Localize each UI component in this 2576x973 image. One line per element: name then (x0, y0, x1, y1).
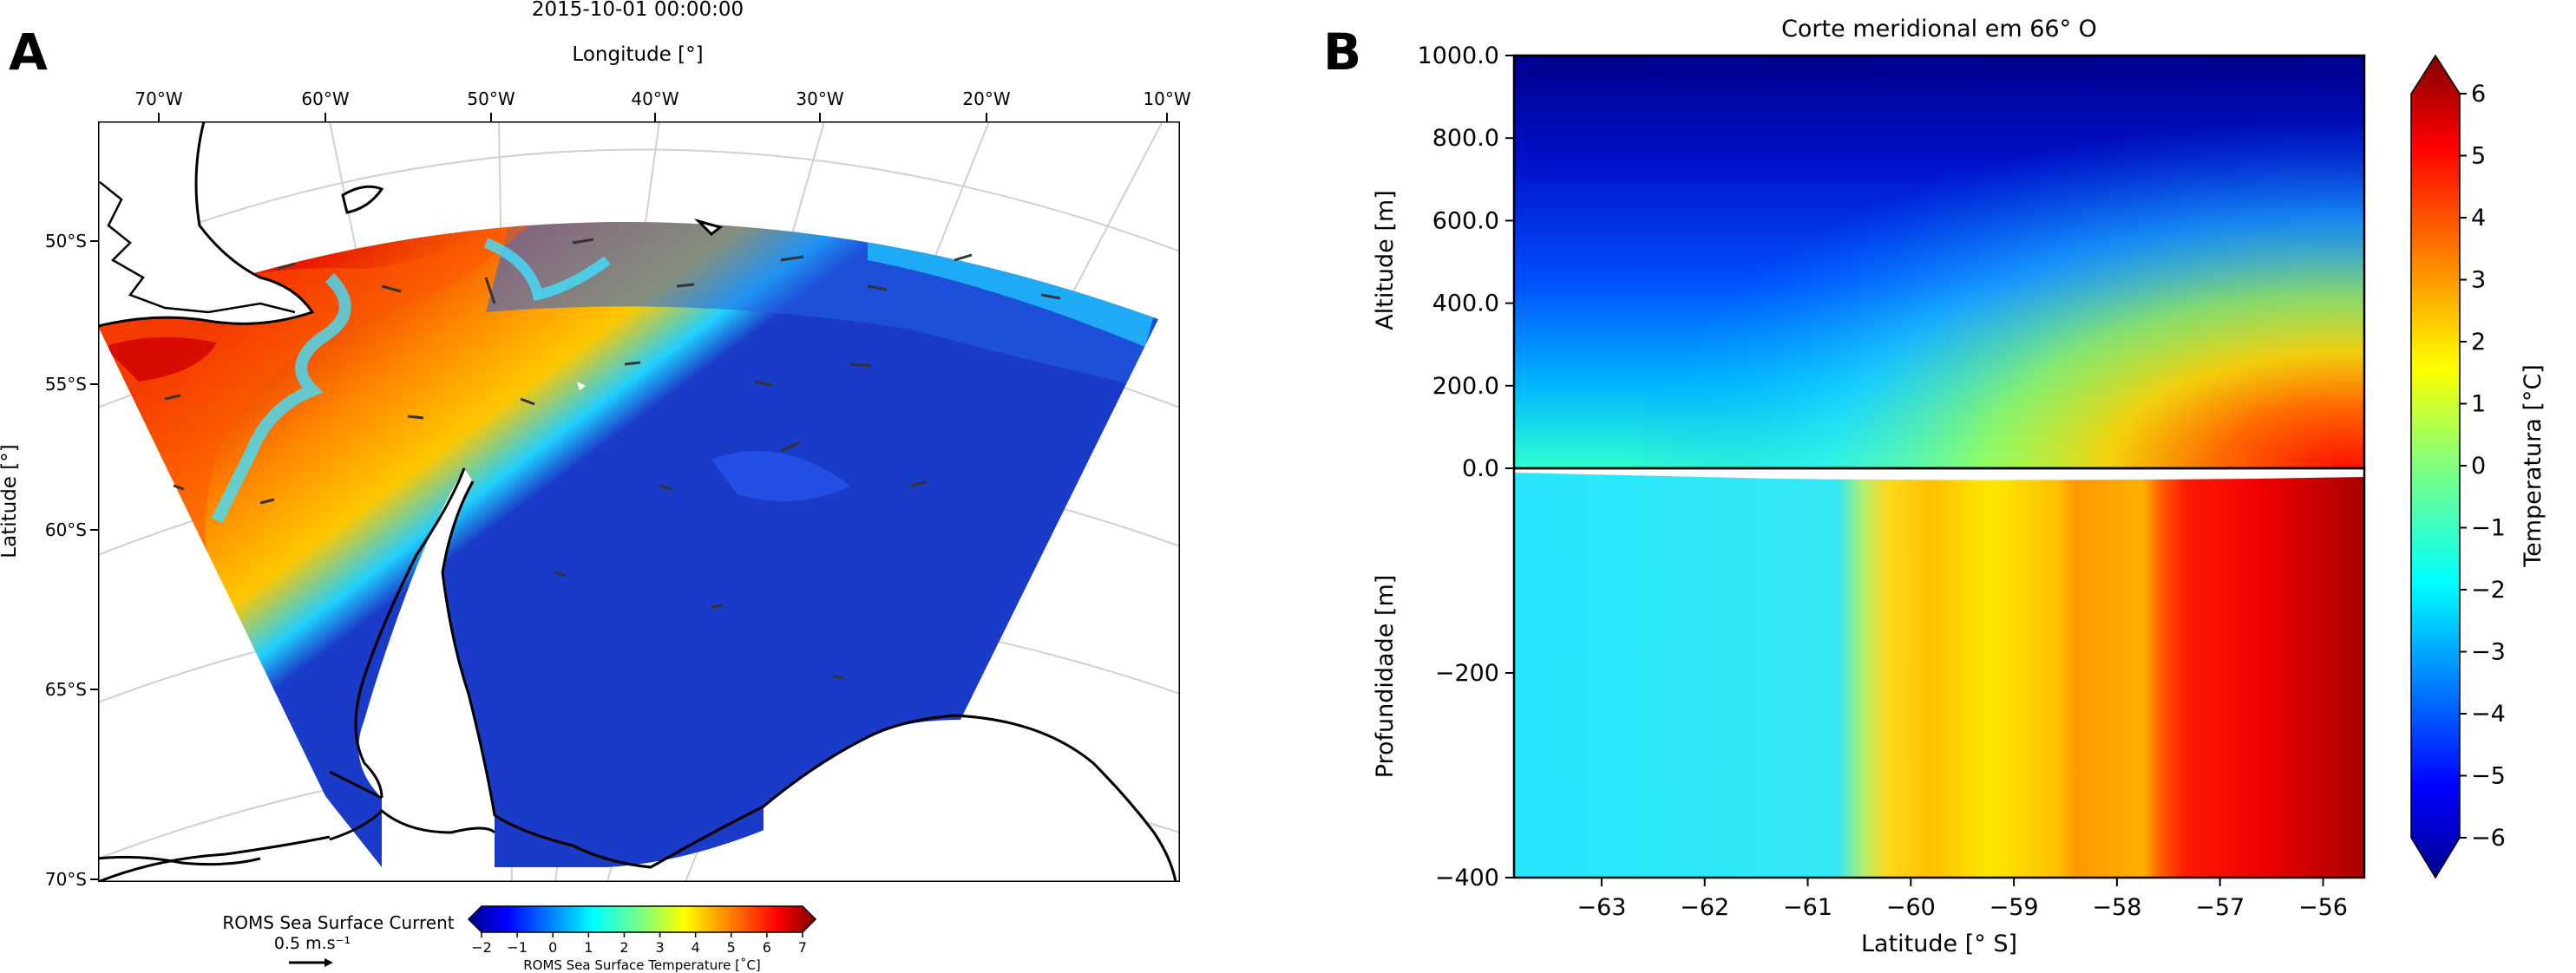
map-lat-tick-label: 60°S (45, 519, 87, 540)
panel-a-ylabel: Latitude [°] (0, 444, 21, 558)
b-x-tick-label: −61 (1783, 894, 1832, 921)
colorbar-b-tick-label: 2 (2471, 329, 2486, 356)
colorbar-a-tick-label: −2 (471, 939, 492, 956)
b-x-tick-label: −57 (2195, 894, 2245, 921)
colorbar-b-tick-label: −4 (2471, 701, 2506, 728)
panel-b-upper-ticks: 0.0 200.0 400.0 600.0 800.0 1000.0 (1418, 42, 1514, 482)
upper-y-tick-label: 400.0 (1432, 291, 1499, 317)
map-lat-tick-label: 70°S (45, 869, 87, 890)
b-x-tick-label: −58 (2092, 894, 2141, 921)
lower-y-tick-label: −200 (1435, 660, 1499, 687)
colorbar-a-tick-label: 4 (692, 939, 700, 956)
colorbar-b-tick-label: −2 (2471, 577, 2506, 604)
panel-a-top-ticks: 70°W 60°W 50°W 40°W 30°W 20°W 10°W (134, 88, 1191, 121)
quiver-key-value: 0.5 m.s⁻¹ (274, 934, 351, 953)
panel-b-label: B (1323, 23, 1361, 82)
colorbar-b-tick-label: 3 (2471, 267, 2486, 294)
panel-a-label: A (9, 23, 48, 82)
panel-a-timestamp: 2015-10-01 00:00:00 (532, 0, 744, 21)
upper-y-tick-label: 1000.0 (1418, 42, 1499, 69)
colorbar-b-tick-label: 5 (2471, 143, 2486, 170)
panel-b-x-ticks: −63 −62 −61 −60 −59 −58 −57 −56 (1576, 878, 2348, 921)
colorbar-a-tick-label: 1 (584, 939, 593, 956)
panel-a-xlabel: Longitude [°] (572, 43, 703, 66)
colorbar-b-tick-label: 6 (2471, 81, 2486, 108)
panel-b-colorbar-label: Temperatura [°C] (2520, 364, 2547, 568)
falklands-land (341, 185, 384, 214)
colorbar-b-tick-label: −6 (2471, 825, 2506, 852)
map-lon-tick-label: 50°W (467, 88, 515, 109)
south-america-land (98, 121, 315, 328)
map-lon-tick-label: 10°W (1143, 88, 1190, 109)
b-x-tick-label: −56 (2298, 894, 2348, 921)
panel-a-colorbar: ROMS Sea Surface Temperature [˚C] −2 −1 0 1… (467, 905, 817, 973)
map-lon-tick-label: 70°W (134, 88, 182, 109)
colorbar-a-tick-label: 0 (548, 939, 557, 956)
colorbar-a-tick-label: 3 (655, 939, 664, 956)
panel-b: B Corte meridional em 66° O Altitude [m]… (1323, 16, 2547, 957)
b-x-tick-label: −60 (1886, 894, 1936, 921)
colorbar-a-tick-label: 6 (763, 939, 771, 956)
lower-y-tick-label: −400 (1435, 865, 1499, 891)
panel-b-colorbar: Temperatura [°C] 6 5 4 3 2 1 0 −1 −2 −3 −4 −5 −6 (2410, 54, 2547, 879)
sst-field (98, 221, 1158, 867)
map-lat-tick-label: 55°S (45, 374, 87, 395)
b-x-tick-label: −62 (1680, 894, 1729, 921)
map-lat-tick-label: 65°S (45, 679, 87, 700)
map-lon-tick-label: 30°W (796, 88, 843, 109)
colorbar-b-tick-label: −5 (2471, 763, 2506, 790)
panel-a: A 2015-10-01 00:00:00 Longitude [°] Lati… (0, 0, 1191, 973)
panel-b-upper: Altitude [m] 0.0 200.0 400.0 600.0 800.0 1000… (1372, 42, 2366, 482)
upper-y-tick-label: 800.0 (1432, 125, 1499, 152)
panel-a-colorbar-label: ROMS Sea Surface Temperature [˚C] (523, 957, 761, 973)
map-lat-tick-label: 50°S (45, 231, 87, 251)
current-vectors (164, 238, 1061, 680)
panel-b-upper-ylabel: Altitude [m] (1372, 190, 1399, 330)
upper-y-tick-label: 600.0 (1432, 207, 1499, 234)
colorbar-a-tick-label: −1 (507, 939, 528, 956)
panel-a-left-ticks: 50°S 55°S 60°S 65°S 70°S (45, 231, 98, 890)
quiver-key-label: ROMS Sea Surface Current (222, 912, 454, 933)
map-lon-tick-label: 20°W (962, 88, 1010, 109)
colorbar-a-tick-label: 2 (619, 939, 628, 956)
quiver-key: ROMS Sea Surface Current 0.5 m.s⁻¹ (222, 912, 455, 967)
upper-y-tick-label: 0.0 (1462, 455, 1499, 482)
map-lon-tick-label: 40°W (631, 88, 678, 109)
map-lon-tick-label: 60°W (301, 88, 349, 109)
upper-y-tick-label: 200.0 (1432, 373, 1499, 400)
panel-b-lower-ticks: −200 −400 (1435, 660, 1514, 891)
map-area (98, 121, 1180, 882)
colorbar-a-tick-label: 7 (798, 939, 807, 956)
colorbar-b-tick-label: 1 (2471, 391, 2486, 418)
b-x-tick-label: −59 (1989, 894, 2039, 921)
panel-b-lower-ylabel: Profundidade [m] (1372, 575, 1399, 779)
b-x-tick-label: −63 (1576, 894, 1626, 921)
colorbar-b-tick-label: 4 (2471, 205, 2486, 232)
colorbar-b-tick-label: −3 (2471, 639, 2506, 666)
colorbar-a-tick-label: 5 (727, 939, 736, 956)
colorbar-b-tick-label: 0 (2471, 453, 2486, 480)
panel-b-title: Corte meridional em 66° O (1781, 16, 2097, 42)
panel-b-xlabel: Latitude [° S] (1861, 931, 2017, 957)
colorbar-b-tick-label: −1 (2471, 515, 2506, 542)
panel-b-lower: Profundidade [m] −200 −400 (1372, 467, 2366, 891)
